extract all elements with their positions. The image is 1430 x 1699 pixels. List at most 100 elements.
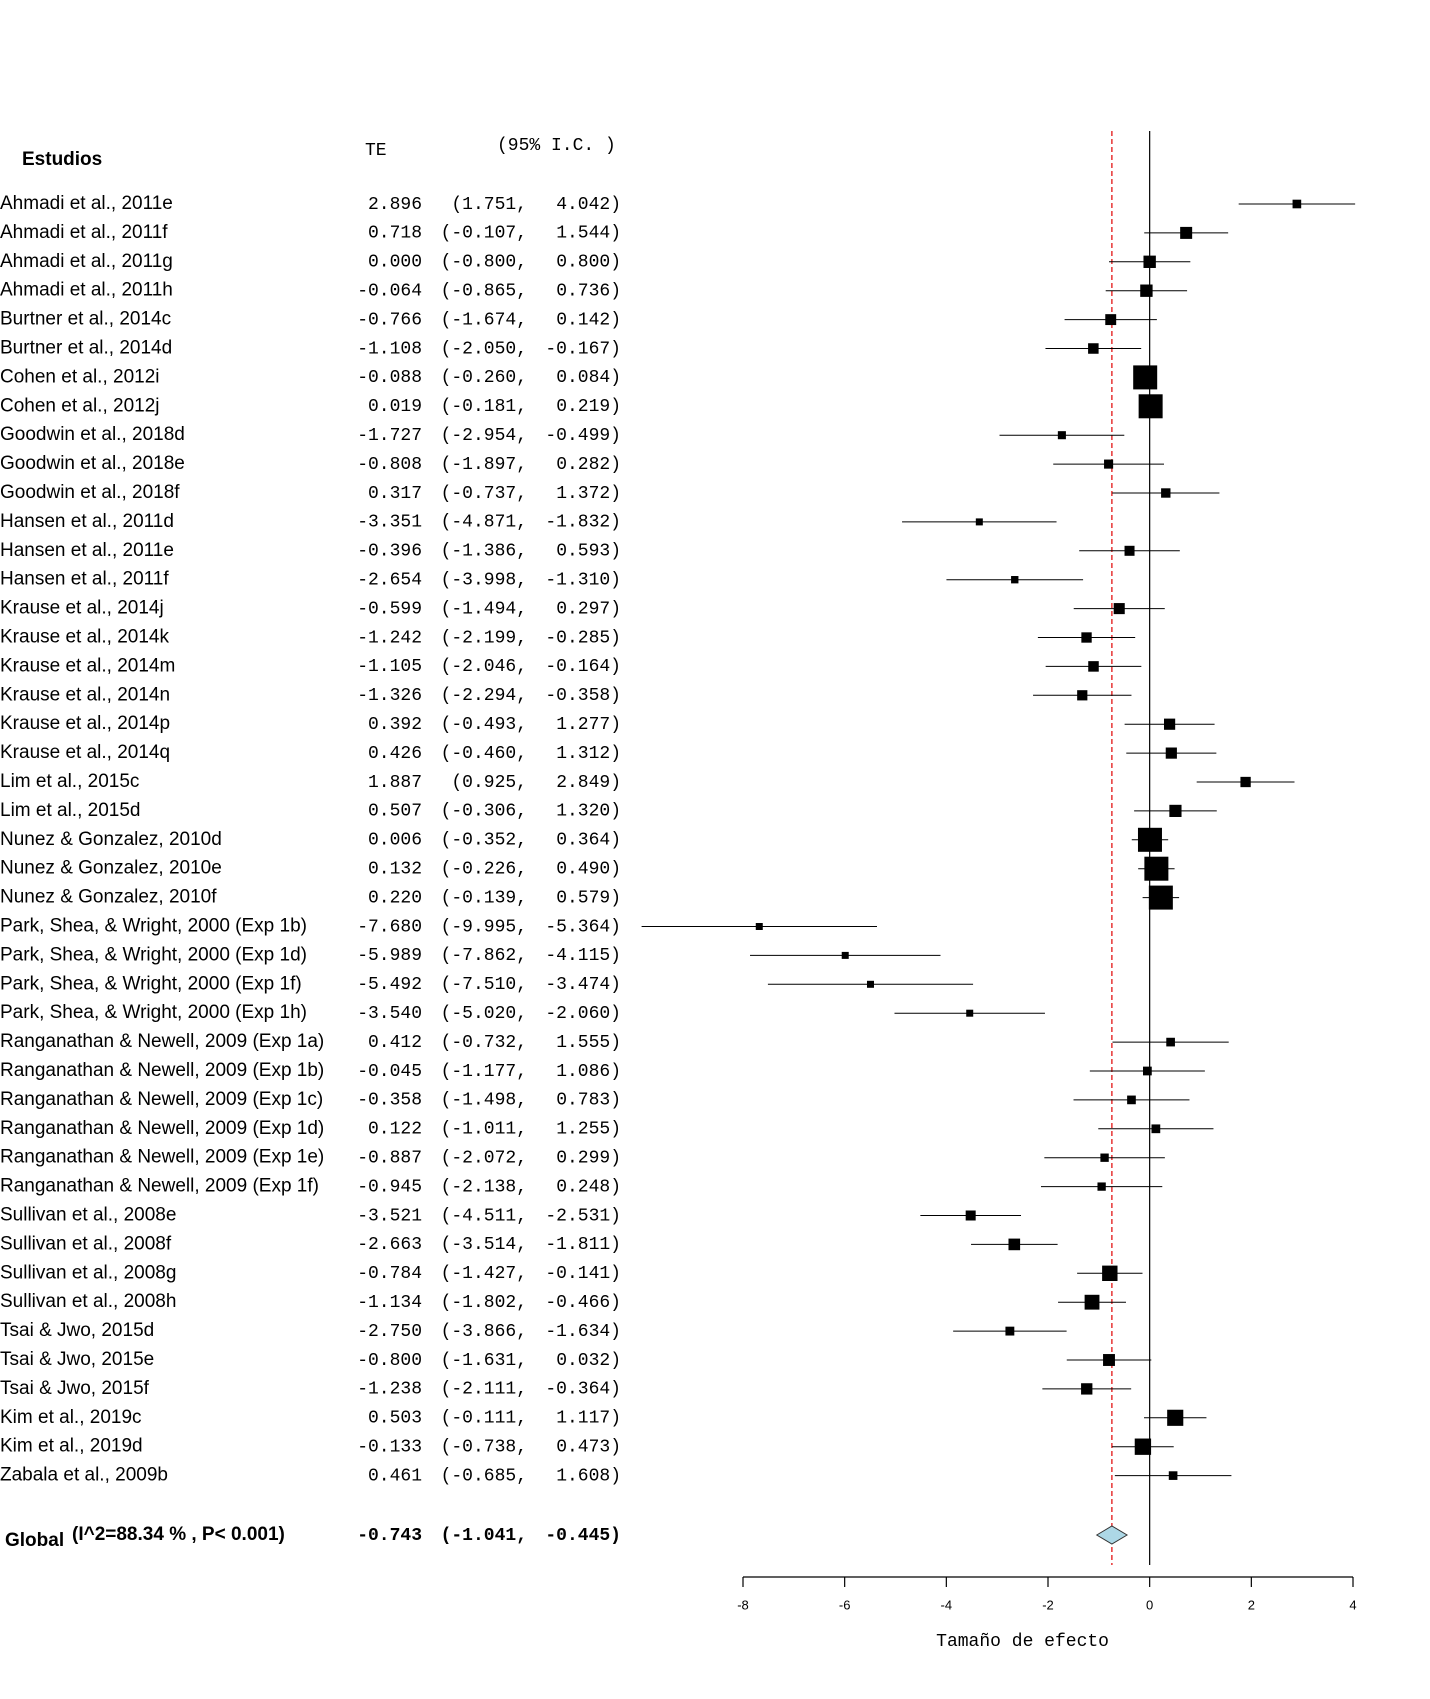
ci-lower-label: (-2.954, — [441, 426, 527, 446]
ci-upper-label: 0.490) — [556, 859, 621, 879]
effect-marker — [1104, 459, 1114, 469]
study-label: Krause et al., 2014p — [0, 713, 170, 734]
ci-upper-label: 0.299) — [556, 1148, 621, 1168]
te-label: -2.654 — [357, 570, 422, 590]
effect-marker — [1169, 804, 1182, 817]
x-axis-title: Tamaño de efecto — [936, 1632, 1109, 1652]
te-label: 0.000 — [368, 253, 422, 273]
effect-marker — [1166, 1037, 1175, 1047]
ci-lower-label: (-0.181, — [441, 397, 527, 417]
study-label: Goodwin et al., 2018d — [0, 424, 185, 445]
te-label: -5.989 — [357, 946, 422, 966]
te-label: -0.945 — [357, 1177, 422, 1197]
ci-lower-label: (-3.998, — [441, 570, 527, 590]
effect-marker — [1105, 314, 1117, 326]
effect-marker — [1143, 1066, 1152, 1076]
te-label: 0.503 — [368, 1409, 422, 1429]
effect-marker — [866, 980, 874, 988]
te-label: 0.132 — [368, 859, 422, 879]
effect-marker — [1168, 1471, 1178, 1480]
pooled-label: Global — [5, 1530, 64, 1551]
ci-upper-label: 1.086) — [556, 1062, 621, 1082]
ci-lower-label: (-0.493, — [441, 715, 527, 735]
study-label: Burtner et al., 2014c — [0, 309, 171, 330]
effect-marker — [1148, 885, 1173, 910]
study-label: Krause et al., 2014k — [0, 627, 169, 648]
ci-lower-label: (-1.177, — [441, 1062, 527, 1082]
effect-marker — [1113, 603, 1125, 615]
study-label: Tsai & Jwo, 2015d — [0, 1320, 154, 1341]
study-label: Nunez & Gonzalez, 2010f — [0, 887, 217, 908]
ci-lower-label: (-0.352, — [441, 831, 527, 851]
ci-lower-label: (-0.738, — [441, 1437, 527, 1457]
study-label: Krause et al., 2014n — [0, 684, 170, 705]
effect-marker — [1240, 776, 1251, 788]
effect-marker — [1137, 827, 1162, 852]
ci-lower-label: (-2.046, — [441, 657, 527, 677]
ci-upper-label: 0.736) — [556, 281, 621, 301]
te-label: -1.105 — [357, 657, 422, 677]
effect-marker — [1138, 394, 1163, 419]
ci-upper-label: -1.811) — [545, 1235, 621, 1255]
effect-marker — [1164, 718, 1176, 730]
effect-marker — [1084, 1294, 1100, 1310]
ci-lower-label: (-2.294, — [441, 686, 527, 706]
study-label: Ahmadi et al., 2011e — [0, 193, 173, 214]
ci-upper-label: 0.282) — [556, 455, 621, 475]
x-tick-label: -4 — [941, 1597, 953, 1612]
study-label: Kim et al., 2019c — [0, 1407, 142, 1428]
te-label: 0.220 — [368, 888, 422, 908]
ci-upper-label: -0.285) — [545, 628, 621, 648]
study-label: Ranganathan & Newell, 2009 (Exp 1b) — [0, 1060, 324, 1081]
effect-marker — [1081, 1383, 1093, 1395]
study-label: Ahmadi et al., 2011h — [0, 280, 173, 301]
te-label: -0.599 — [357, 599, 422, 619]
effect-marker — [1088, 343, 1099, 354]
effect-marker — [1151, 1124, 1161, 1134]
effect-marker — [1292, 199, 1302, 209]
effect-marker — [965, 1210, 976, 1221]
ci-upper-label: 0.579) — [556, 888, 621, 908]
te-header: TE — [365, 141, 387, 161]
te-label: 2.896 — [368, 195, 422, 215]
te-label: 0.426 — [368, 744, 422, 764]
te-label: -7.680 — [357, 917, 422, 937]
study-label: Hansen et al., 2011e — [0, 540, 174, 561]
ci-upper-label: -0.141) — [545, 1264, 621, 1284]
ci-upper-label: 0.783) — [556, 1091, 621, 1111]
ci-lower-label: (-0.685, — [441, 1466, 527, 1486]
ci-lower-label: (-1.802, — [441, 1293, 527, 1313]
ci-lower-label: (-5.020, — [441, 1004, 527, 1024]
study-label: Ranganathan & Newell, 2009 (Exp 1c) — [0, 1089, 323, 1110]
ci-lower-label: (-1.386, — [441, 542, 527, 562]
ci-lower-label: (-7.510, — [441, 975, 527, 995]
study-label: Burtner et al., 2014d — [0, 338, 172, 359]
ci-lower-label: (-0.260, — [441, 368, 527, 388]
ci-upper-label: 0.593) — [556, 542, 621, 562]
ci-header: (95% I.C. ) — [497, 136, 616, 156]
te-label: -0.088 — [357, 368, 422, 388]
ci-upper-label: -2.060) — [545, 1004, 621, 1024]
te-label: -0.396 — [357, 542, 422, 562]
te-label: -0.766 — [357, 310, 422, 330]
te-label: -1.242 — [357, 628, 422, 648]
ci-lower-label: (-1.674, — [441, 310, 527, 330]
te-label: 0.392 — [368, 715, 422, 735]
study-label: Nunez & Gonzalez, 2010e — [0, 858, 222, 879]
pooled-te: -0.743 — [357, 1526, 422, 1546]
te-label: -0.133 — [357, 1437, 422, 1457]
te-label: 1.887 — [368, 773, 422, 793]
te-label: -1.727 — [357, 426, 422, 446]
effect-marker — [966, 1009, 974, 1017]
ci-lower-label: (-1.498, — [441, 1091, 527, 1111]
ci-lower-label: (-3.514, — [441, 1235, 527, 1255]
ci-upper-label: 0.297) — [556, 599, 621, 619]
effect-marker — [1100, 1153, 1109, 1162]
ci-upper-label: -5.364) — [545, 917, 621, 937]
study-label: Sullivan et al., 2008h — [0, 1291, 176, 1312]
study-header: Estudios — [22, 149, 102, 170]
ci-lower-label: (-0.226, — [441, 859, 527, 879]
ci-lower-label: (-2.072, — [441, 1148, 527, 1168]
ci-lower-label: (-1.011, — [441, 1120, 527, 1140]
